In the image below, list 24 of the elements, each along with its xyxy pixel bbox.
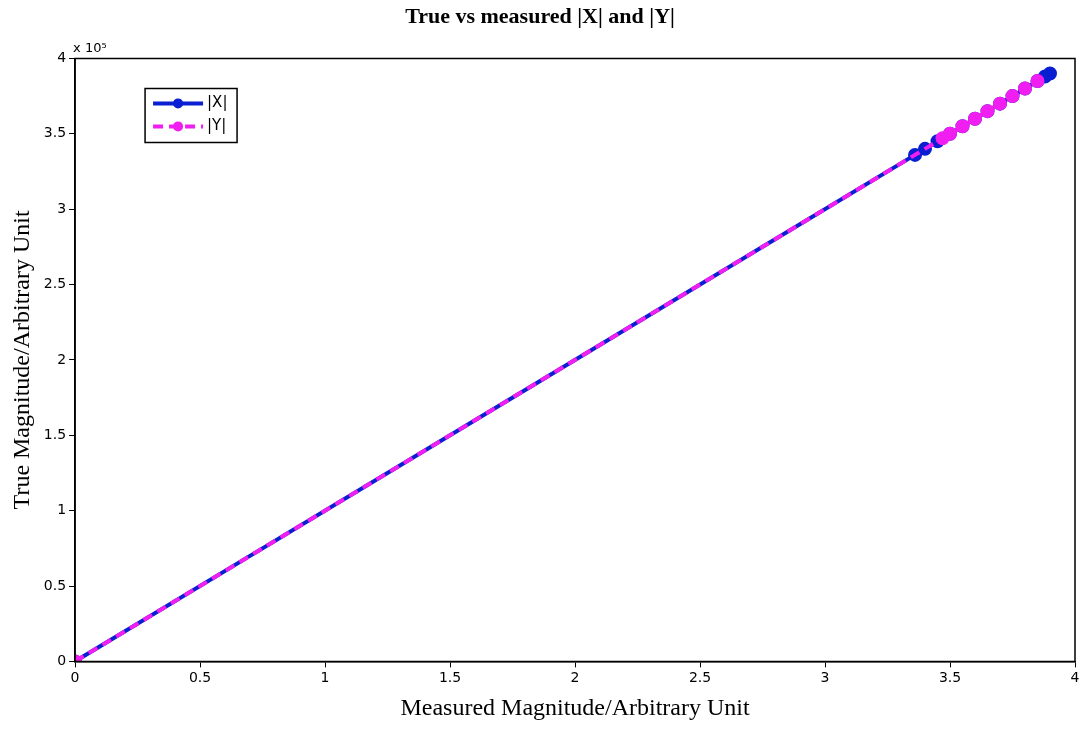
chart-title: True vs measured |X| and |Y| bbox=[405, 2, 675, 28]
x-tick-label: 3 bbox=[820, 669, 830, 686]
x-axis-title: Measured Magnitude/Arbitrary Unit bbox=[400, 693, 750, 720]
y-tick-label: 2.5 bbox=[43, 275, 67, 292]
y-tick-label: 2 bbox=[57, 350, 67, 367]
text: x 10⁵ bbox=[73, 40, 107, 56]
x-tick-label: 0.5 bbox=[188, 669, 212, 686]
y-tick-label: 1.5 bbox=[43, 425, 67, 442]
x-tick-label: 1.5 bbox=[438, 669, 462, 686]
x-tick-label: 3.5 bbox=[938, 669, 962, 686]
x-tick-label: 2 bbox=[570, 669, 580, 686]
x-tick-label: 4 bbox=[1070, 669, 1080, 686]
x-tick-label: 1 bbox=[320, 669, 330, 686]
y-tick-label: 0 bbox=[57, 652, 67, 669]
legend-label: |Y| bbox=[207, 116, 227, 135]
y-tick-label: 1 bbox=[57, 501, 67, 518]
y-axis-title: True Magnitude/Arbitrary Unit bbox=[7, 210, 34, 510]
x-tick-label: 2.5 bbox=[688, 669, 712, 686]
y-tick-label: 3 bbox=[57, 199, 67, 216]
y-tick-label: 4 bbox=[57, 49, 67, 66]
y-tick-label: 3.5 bbox=[43, 124, 67, 141]
y-tick-label: 0.5 bbox=[43, 576, 67, 593]
x-tick-label: 0 bbox=[70, 669, 80, 686]
legend-label: |X| bbox=[207, 93, 228, 112]
